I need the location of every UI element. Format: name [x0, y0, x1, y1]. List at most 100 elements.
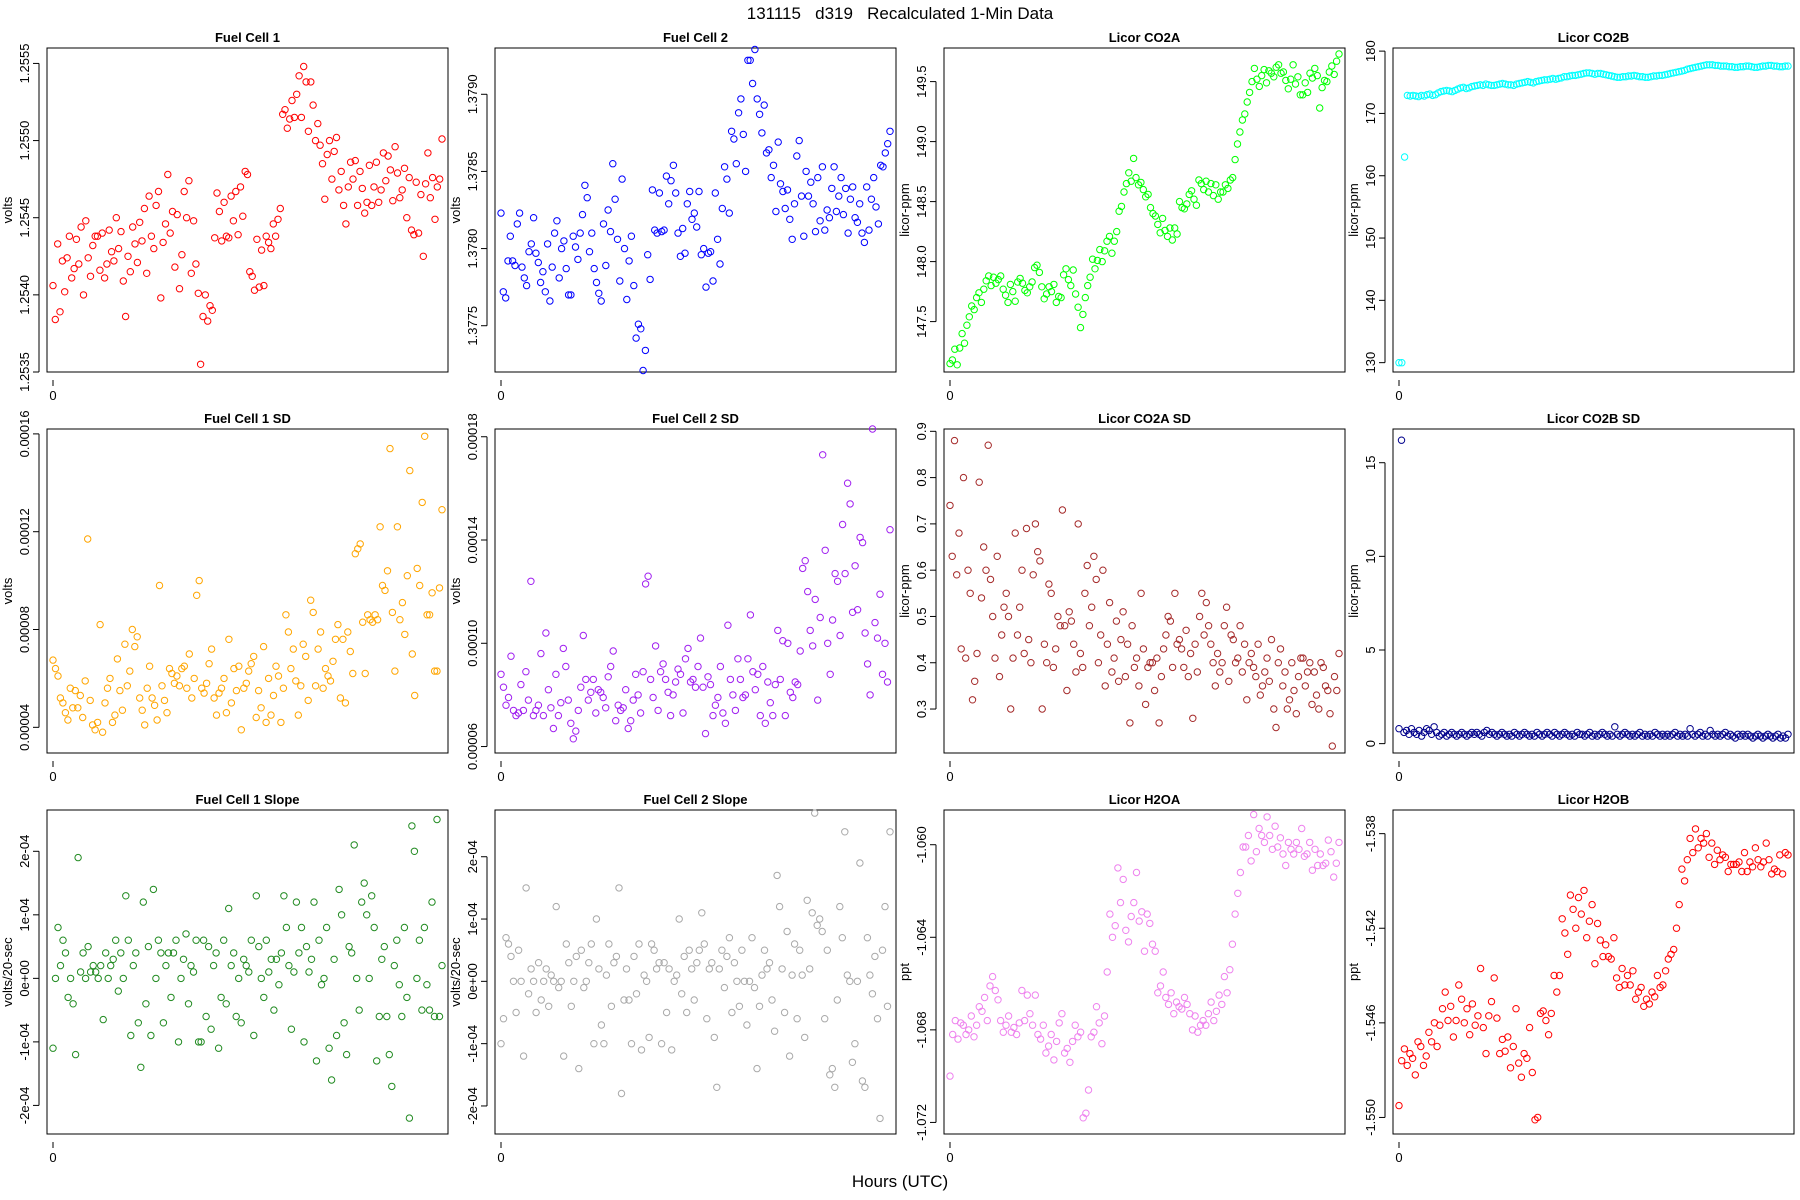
data-point: [1555, 971, 1564, 980]
data-point: [1683, 65, 1692, 73]
data-point: [1289, 61, 1297, 69]
data-point: [884, 140, 892, 148]
data-point: [1419, 1061, 1428, 1070]
data-point: [550, 977, 558, 985]
data-point: [957, 645, 965, 653]
data-point: [275, 981, 283, 989]
data-point: [504, 257, 512, 265]
data-point: [788, 235, 796, 244]
data-point: [1438, 1005, 1447, 1013]
data-point: [309, 608, 317, 617]
data-point: [1288, 659, 1296, 667]
data-point: [511, 261, 519, 270]
data-point: [867, 195, 876, 203]
data-point: [272, 662, 280, 670]
data-point: [360, 879, 368, 887]
data-point: [424, 149, 432, 157]
data-point: [749, 668, 757, 676]
data-point: [512, 1008, 520, 1017]
data-point: [946, 501, 954, 510]
data-point: [227, 192, 235, 200]
data-point: [1653, 971, 1662, 980]
data-point: [876, 590, 884, 598]
data-point: [149, 885, 158, 894]
data-point: [1471, 1021, 1479, 1029]
data-point: [433, 183, 441, 191]
data-point: [1651, 993, 1659, 1001]
data-point: [1463, 1005, 1471, 1013]
data-point: [1739, 62, 1747, 71]
y-tick-label: 0.00016: [17, 410, 32, 457]
data-point: [1778, 62, 1787, 71]
data-point: [91, 726, 99, 734]
data-point: [758, 971, 766, 979]
data-point: [114, 987, 123, 995]
data-point: [1258, 831, 1266, 840]
data-point: [1452, 1016, 1460, 1025]
data-point: [562, 264, 570, 273]
data-point: [117, 949, 125, 957]
data-point: [248, 272, 256, 280]
data-point: [1064, 275, 1073, 284]
data-point: [380, 942, 388, 951]
data-point: [1088, 603, 1096, 611]
data-point: [814, 173, 822, 182]
data-point: [1602, 71, 1610, 79]
panel-title: Fuel Cell 2 Slope: [643, 792, 747, 807]
data-point: [508, 257, 517, 265]
data-point: [1613, 73, 1622, 82]
data-point: [1623, 971, 1632, 980]
data-point: [375, 1012, 383, 1021]
data-point: [734, 109, 743, 117]
data-point: [1100, 1012, 1109, 1020]
data-point: [778, 965, 786, 973]
data-point: [250, 652, 258, 661]
data-point: [1509, 1042, 1518, 1051]
data-point: [986, 982, 994, 990]
data-point: [1314, 861, 1322, 870]
data-point: [536, 278, 545, 287]
data-point: [1512, 80, 1521, 88]
data-point: [811, 227, 820, 236]
y-tick-label: 1.3780: [465, 229, 480, 269]
data-point: [497, 209, 505, 217]
x-tick-label: 0: [497, 769, 504, 784]
data-point: [886, 828, 894, 836]
y-tick-label: 140: [1363, 289, 1378, 311]
data-point: [1483, 726, 1491, 735]
y-axis-label: ppt: [1346, 963, 1361, 981]
data-point: [639, 366, 647, 375]
data-point: [709, 277, 717, 285]
data-point: [562, 662, 570, 671]
data-point: [314, 119, 322, 128]
data-point: [1705, 853, 1713, 861]
data-point: [1114, 864, 1122, 872]
data-point: [659, 660, 667, 668]
data-point: [113, 655, 122, 663]
data-point: [1328, 742, 1337, 750]
data-point: [1330, 70, 1338, 79]
data-point: [346, 158, 355, 166]
data-point: [723, 175, 731, 183]
data-point: [100, 274, 109, 282]
data-point: [590, 1040, 598, 1048]
data-point: [1315, 705, 1323, 713]
data-point: [1006, 280, 1015, 289]
data-point: [388, 1082, 396, 1091]
data-point: [703, 1015, 711, 1023]
data-point: [159, 1019, 168, 1027]
data-point: [1191, 1012, 1199, 1020]
data-point: [1748, 863, 1757, 871]
data-point: [1713, 846, 1722, 854]
data-point: [49, 656, 57, 664]
data-point: [206, 302, 214, 310]
data-point: [210, 694, 218, 702]
y-tick-label: 2e-04: [17, 835, 32, 868]
data-point: [202, 1012, 210, 1021]
data-point: [863, 183, 871, 191]
data-point: [795, 136, 803, 145]
data-point: [625, 996, 633, 1004]
data-point: [873, 634, 882, 642]
data-point: [1072, 668, 1080, 676]
data-point: [547, 971, 555, 979]
